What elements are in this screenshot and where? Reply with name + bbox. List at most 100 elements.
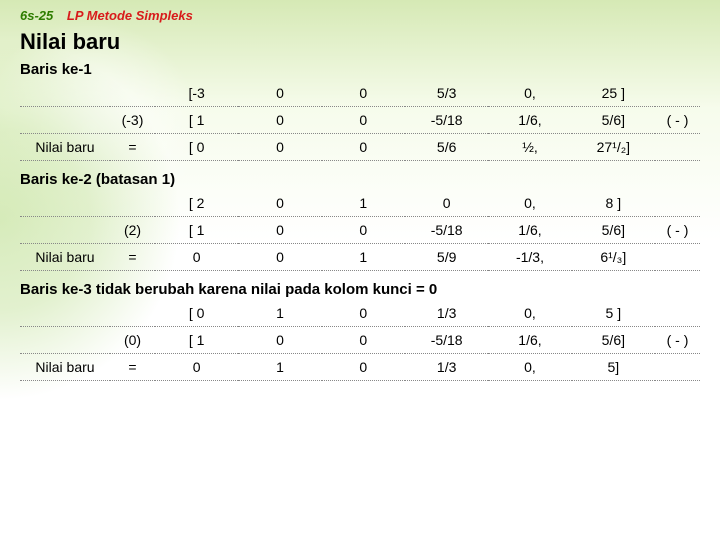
cell: ½, bbox=[488, 134, 571, 161]
cell: 5/6] bbox=[572, 107, 655, 134]
cell: 1 bbox=[322, 190, 405, 217]
row-label bbox=[20, 190, 110, 217]
cell: 8 ] bbox=[572, 190, 655, 217]
cell: [ 2 bbox=[155, 190, 238, 217]
cell: 0 bbox=[238, 217, 321, 244]
row-end: ( - ) bbox=[655, 327, 700, 354]
cell: 1/6, bbox=[488, 217, 571, 244]
row-mult: (-3) bbox=[110, 107, 155, 134]
cell: [ 0 bbox=[155, 134, 238, 161]
cell: -5/18 bbox=[405, 217, 488, 244]
row-end bbox=[655, 354, 700, 381]
table-row: Nilai baru = [ 0 0 0 5/6 ½, 27¹/₂] bbox=[20, 134, 700, 161]
row-mult: = bbox=[110, 244, 155, 271]
cell: 6¹/₃] bbox=[572, 244, 655, 271]
row-mult bbox=[110, 80, 155, 107]
cell: 0, bbox=[488, 190, 571, 217]
cell: 0 bbox=[155, 244, 238, 271]
cell: 0 bbox=[322, 107, 405, 134]
row-mult: (2) bbox=[110, 217, 155, 244]
page-title: Nilai baru bbox=[20, 29, 700, 55]
cell: -1/3, bbox=[488, 244, 571, 271]
section3-title: Baris ke-3 tidak berubah karena nilai pa… bbox=[20, 281, 700, 298]
row-end bbox=[655, 134, 700, 161]
cell: 0 bbox=[322, 80, 405, 107]
row-end bbox=[655, 300, 700, 327]
row-mult: = bbox=[110, 134, 155, 161]
row-end: ( - ) bbox=[655, 107, 700, 134]
cell: 1/6, bbox=[488, 107, 571, 134]
cell: -5/18 bbox=[405, 327, 488, 354]
row-end bbox=[655, 80, 700, 107]
cell: [ 0 bbox=[155, 300, 238, 327]
course-name: LP Metode Simpleks bbox=[67, 8, 193, 23]
cell: 0 bbox=[238, 107, 321, 134]
cell: 1/3 bbox=[405, 354, 488, 381]
cell: 5/3 bbox=[405, 80, 488, 107]
cell: 0 bbox=[322, 134, 405, 161]
table-row: (0) [ 1 0 0 -5/18 1/6, 5/6] ( - ) bbox=[20, 327, 700, 354]
cell: 0 bbox=[238, 134, 321, 161]
section1-title: Baris ke-1 bbox=[20, 61, 700, 78]
cell: 0, bbox=[488, 300, 571, 327]
cell: [ 1 bbox=[155, 217, 238, 244]
table-row: [ 0 1 0 1/3 0, 5 ] bbox=[20, 300, 700, 327]
row-mult bbox=[110, 190, 155, 217]
table-row: [-3 0 0 5/3 0, 25 ] bbox=[20, 80, 700, 107]
cell: 0 bbox=[238, 80, 321, 107]
slide-header: 6s-25 LP Metode Simpleks bbox=[20, 8, 700, 23]
cell: 0 bbox=[238, 327, 321, 354]
section2-table: [ 2 0 1 0 0, 8 ] (2) [ 1 0 0 -5/18 1/6, … bbox=[20, 190, 700, 271]
cell: 0 bbox=[322, 327, 405, 354]
table-row: (2) [ 1 0 0 -5/18 1/6, 5/6] ( - ) bbox=[20, 217, 700, 244]
section3-table: [ 0 1 0 1/3 0, 5 ] (0) [ 1 0 0 -5/18 1/6… bbox=[20, 300, 700, 381]
row-label bbox=[20, 80, 110, 107]
table-row: Nilai baru = 0 1 0 1/3 0, 5] bbox=[20, 354, 700, 381]
cell: 0 bbox=[238, 190, 321, 217]
cell: 0 bbox=[155, 354, 238, 381]
row-label: Nilai baru bbox=[20, 354, 110, 381]
cell: 0 bbox=[238, 244, 321, 271]
cell: [ 1 bbox=[155, 107, 238, 134]
cell: 5 ] bbox=[572, 300, 655, 327]
cell: 5/6] bbox=[572, 217, 655, 244]
row-label bbox=[20, 107, 110, 134]
cell: 1/3 bbox=[405, 300, 488, 327]
cell: -5/18 bbox=[405, 107, 488, 134]
row-mult: (0) bbox=[110, 327, 155, 354]
row-end bbox=[655, 244, 700, 271]
cell: 1 bbox=[238, 300, 321, 327]
cell: 5] bbox=[572, 354, 655, 381]
section1-table: [-3 0 0 5/3 0, 25 ] (-3) [ 1 0 0 -5/18 1… bbox=[20, 80, 700, 161]
row-label: Nilai baru bbox=[20, 244, 110, 271]
cell: 0 bbox=[322, 300, 405, 327]
cell: 1 bbox=[322, 244, 405, 271]
section2-title: Baris ke-2 (batasan 1) bbox=[20, 171, 700, 188]
row-mult bbox=[110, 300, 155, 327]
table-row: (-3) [ 1 0 0 -5/18 1/6, 5/6] ( - ) bbox=[20, 107, 700, 134]
cell: [ 1 bbox=[155, 327, 238, 354]
cell: 0 bbox=[322, 354, 405, 381]
row-mult: = bbox=[110, 354, 155, 381]
row-label bbox=[20, 217, 110, 244]
cell: 1/6, bbox=[488, 327, 571, 354]
cell: 5/6] bbox=[572, 327, 655, 354]
cell: 1 bbox=[238, 354, 321, 381]
row-end: ( - ) bbox=[655, 217, 700, 244]
cell: 5/9 bbox=[405, 244, 488, 271]
table-row: Nilai baru = 0 0 1 5/9 -1/3, 6¹/₃] bbox=[20, 244, 700, 271]
cell: [-3 bbox=[155, 80, 238, 107]
table-row: [ 2 0 1 0 0, 8 ] bbox=[20, 190, 700, 217]
cell: 0, bbox=[488, 354, 571, 381]
row-label: Nilai baru bbox=[20, 134, 110, 161]
row-end bbox=[655, 190, 700, 217]
row-label bbox=[20, 300, 110, 327]
row-label bbox=[20, 327, 110, 354]
cell: 0 bbox=[405, 190, 488, 217]
cell: 5/6 bbox=[405, 134, 488, 161]
cell: 27¹/₂] bbox=[572, 134, 655, 161]
cell: 25 ] bbox=[572, 80, 655, 107]
cell: 0 bbox=[322, 217, 405, 244]
page-tag: 6s-25 bbox=[20, 8, 53, 23]
cell: 0, bbox=[488, 80, 571, 107]
